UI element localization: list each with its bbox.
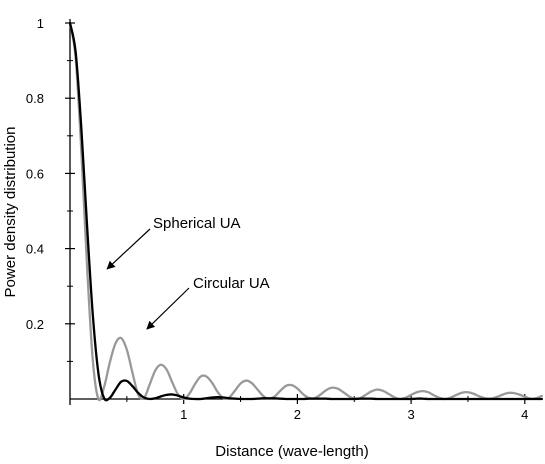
x-axis-label: Distance (wave-length)	[215, 443, 368, 460]
annotations: Spherical UA Circular UA	[106, 215, 270, 330]
y-tick-label: 0.6	[26, 166, 44, 181]
circular-ua-annotation-label: Circular UA	[193, 275, 270, 292]
spherical-ua-annotation-arrow	[106, 228, 151, 270]
x-tick-label: 2	[294, 407, 301, 422]
y-tick-label: 0.4	[26, 242, 44, 257]
spherical-ua-line	[68, 21, 544, 402]
circular-ua-annotation-arrow	[146, 287, 190, 330]
y-tick-label: 0.8	[26, 91, 44, 106]
ticks	[65, 22, 526, 404]
y-tick-label: 1	[37, 16, 44, 31]
axes	[69, 19, 538, 405]
x-tick-label: 1	[180, 407, 187, 422]
y-tick-label: 0.2	[26, 317, 44, 332]
x-tick-label: 3	[407, 407, 414, 422]
y-axis-label: Power density distribution	[2, 127, 19, 298]
spherical-ua-annotation-label: Spherical UA	[153, 215, 241, 232]
x-tick-label: 4	[521, 407, 528, 422]
circular-ua-line	[68, 21, 544, 402]
tick-labels: 0.2 0.4 0.6 0.8 1 1 2 3 4	[26, 16, 528, 422]
series-layer	[68, 21, 544, 402]
